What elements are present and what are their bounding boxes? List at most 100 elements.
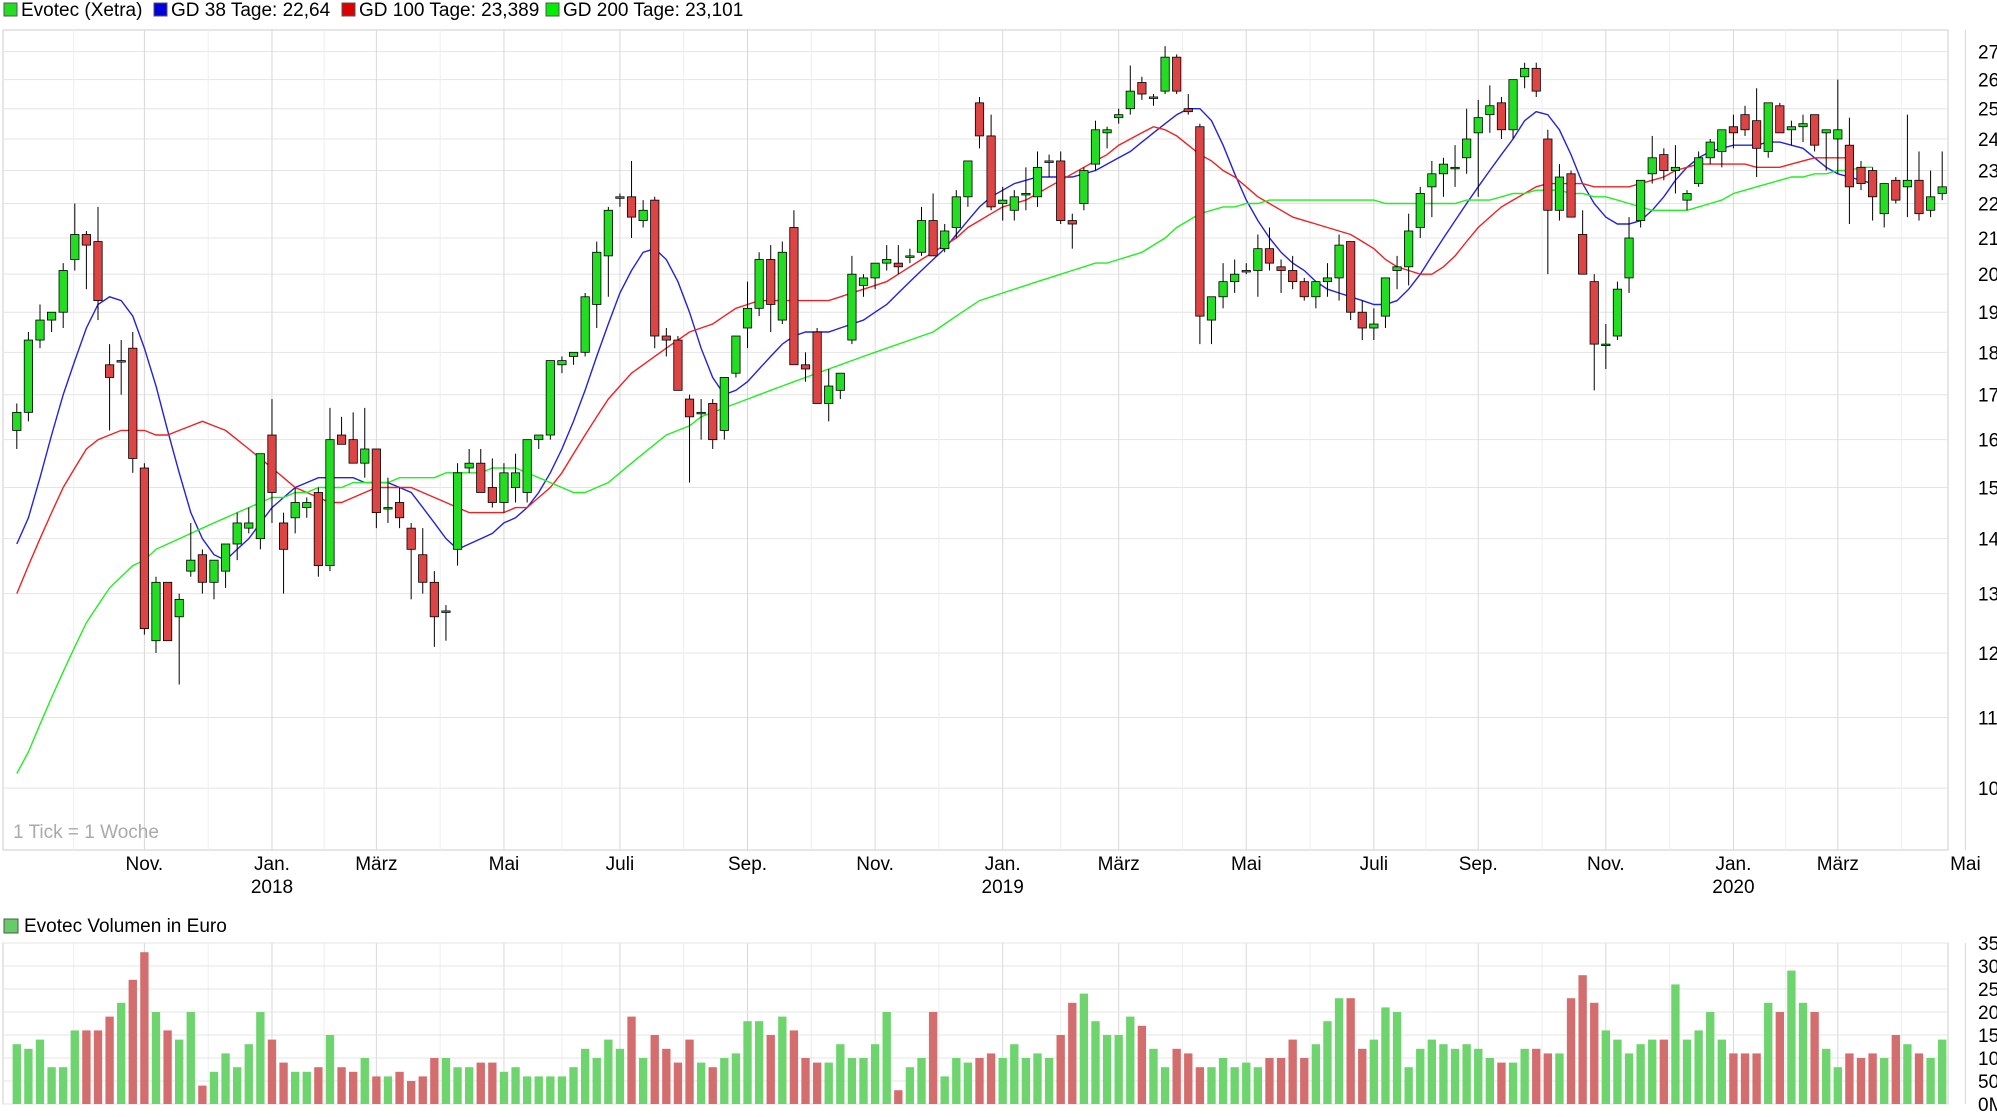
candle-body bbox=[1531, 67, 1541, 92]
month-label: Nov. bbox=[1587, 854, 1625, 875]
legend-label: GD 38 Tage: 22,64 bbox=[171, 0, 331, 21]
volume-bar bbox=[430, 1058, 439, 1104]
volume-bar bbox=[673, 1062, 683, 1104]
candle-body bbox=[719, 377, 729, 431]
volume-bar bbox=[476, 1062, 485, 1104]
candle-body bbox=[580, 296, 590, 353]
candle-body bbox=[534, 434, 544, 441]
candle-body bbox=[1357, 311, 1367, 329]
volume-bar bbox=[314, 1067, 323, 1104]
volume-bar bbox=[708, 1067, 717, 1104]
volume-bar bbox=[418, 1076, 427, 1104]
volume-bar bbox=[766, 1035, 775, 1104]
candle-body bbox=[139, 467, 149, 630]
volume-bar bbox=[1253, 1067, 1263, 1104]
candle-body bbox=[1786, 126, 1796, 131]
volume-bar bbox=[186, 1012, 195, 1104]
candle-body bbox=[673, 339, 683, 391]
volume-bar bbox=[1242, 1062, 1251, 1104]
candle-body bbox=[1589, 281, 1599, 345]
candle-body bbox=[12, 411, 22, 431]
candle-body bbox=[325, 439, 335, 567]
candle-body bbox=[348, 439, 358, 464]
candle-body bbox=[371, 448, 381, 514]
volume-bar bbox=[662, 1048, 671, 1104]
candle-body bbox=[1125, 90, 1135, 110]
candle-body bbox=[708, 403, 718, 441]
candle-body bbox=[568, 351, 579, 357]
month-label: März bbox=[355, 854, 397, 875]
candle-body bbox=[1450, 166, 1460, 170]
volume-bar bbox=[905, 1067, 915, 1104]
price-tick-label: 15 bbox=[1978, 479, 1997, 500]
volume-bar bbox=[1590, 1002, 1599, 1104]
volume-bar bbox=[836, 1044, 845, 1104]
volume-bar bbox=[1624, 1053, 1634, 1104]
volume-bar bbox=[1659, 1039, 1669, 1104]
volume-bar bbox=[1601, 1030, 1611, 1104]
candle-body bbox=[557, 360, 567, 366]
price-y-axis: 10 11 12 13 14 15 16 17 18 19 20 21 22 23 24 25 26 27 bbox=[1978, 43, 1997, 801]
year-label: 2019 bbox=[982, 877, 1024, 898]
candle-body bbox=[731, 335, 741, 374]
candle-body bbox=[777, 251, 787, 321]
candle-body bbox=[1032, 166, 1043, 198]
volume-bar bbox=[812, 1062, 822, 1104]
candle-body bbox=[1102, 129, 1112, 134]
volume-bar bbox=[1068, 1002, 1077, 1104]
volume-bar bbox=[1207, 1067, 1216, 1104]
month-label: Jan. bbox=[985, 854, 1021, 875]
candle-body bbox=[603, 209, 613, 257]
candle-body bbox=[684, 398, 695, 418]
legend-label: GD 200 Tage: 23,101 bbox=[563, 0, 743, 21]
candle-body bbox=[464, 462, 474, 469]
candle-body bbox=[928, 220, 938, 257]
volume-title: Evotec Volumen in Euro bbox=[24, 916, 227, 937]
volume-bar bbox=[1021, 1058, 1031, 1104]
candle-body bbox=[1462, 138, 1472, 159]
candle-body bbox=[1288, 270, 1298, 283]
candle-body bbox=[1717, 129, 1727, 152]
month-label: Juli bbox=[606, 854, 635, 875]
month-label: Jan. bbox=[1715, 854, 1751, 875]
candle-body bbox=[1520, 67, 1530, 78]
candle-body bbox=[1392, 266, 1402, 271]
candle-body bbox=[789, 227, 799, 366]
volume-bar bbox=[70, 1030, 79, 1104]
volume-bar bbox=[1010, 1044, 1019, 1104]
legend-swatch bbox=[545, 2, 560, 17]
volume-bar bbox=[928, 1012, 938, 1104]
volume-bar bbox=[1764, 1002, 1773, 1104]
tick-note: 1 Tick = 1 Woche bbox=[13, 822, 159, 843]
month-label: März bbox=[1817, 854, 1859, 875]
volume-bar bbox=[1137, 1025, 1147, 1104]
volume-bar bbox=[1265, 1058, 1274, 1104]
volume-bar bbox=[778, 1016, 787, 1104]
volume-bar bbox=[1914, 1053, 1924, 1104]
candle-body bbox=[58, 270, 68, 313]
price-tick-label: 10 bbox=[1978, 779, 1997, 800]
candle-body bbox=[1044, 160, 1054, 163]
candle-body bbox=[1868, 170, 1878, 198]
volume-bar bbox=[1938, 1039, 1947, 1104]
month-label: Mai bbox=[1950, 854, 1981, 875]
candle-body bbox=[1798, 123, 1808, 128]
volume-bar bbox=[499, 1071, 509, 1104]
candle-body bbox=[1056, 160, 1066, 221]
price-tick-label: 14 bbox=[1978, 530, 1997, 551]
volume-bar bbox=[1033, 1053, 1042, 1104]
volume-bar bbox=[441, 1058, 451, 1104]
month-label: Jan. bbox=[254, 854, 290, 875]
candle-body bbox=[1833, 129, 1843, 140]
volume-bar bbox=[1392, 1012, 1402, 1104]
candle-body bbox=[742, 307, 753, 329]
volume-bar bbox=[1172, 1048, 1181, 1104]
volume-bar bbox=[1230, 1067, 1239, 1104]
candle-body bbox=[638, 209, 648, 221]
candle-body bbox=[893, 262, 903, 268]
candle-body bbox=[1369, 323, 1379, 329]
candle-body bbox=[1624, 237, 1634, 279]
candle-body bbox=[1926, 196, 1936, 211]
volume-bar bbox=[580, 1048, 590, 1104]
volume-bar bbox=[650, 1035, 659, 1104]
